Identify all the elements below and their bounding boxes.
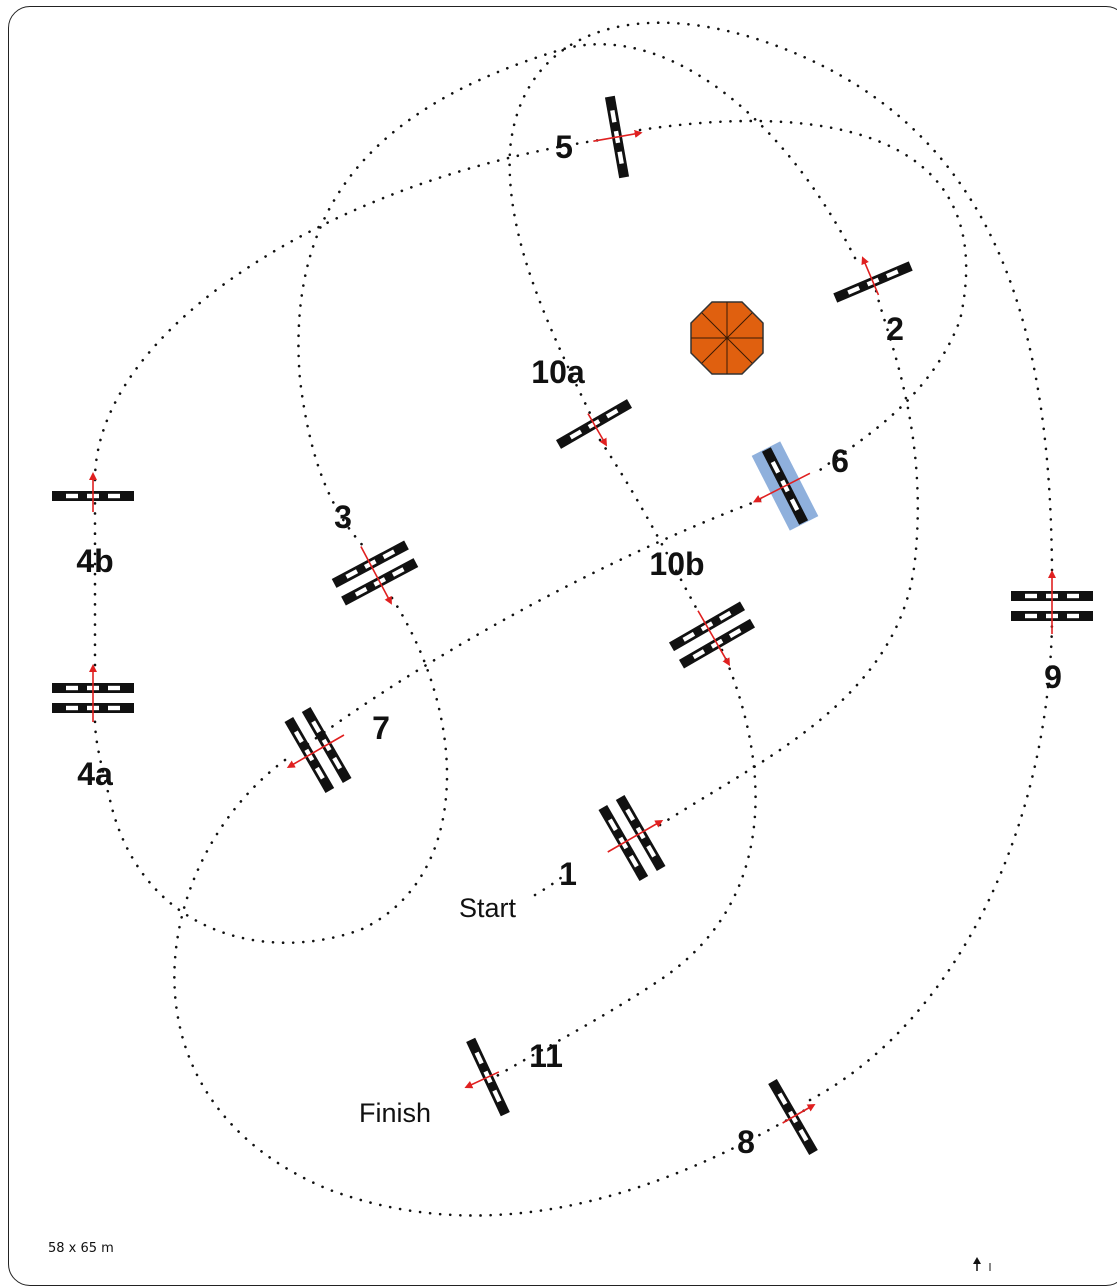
route-4b-to-5 [93,138,602,482]
route-7-to-8 [173,758,807,1217]
route-8-to-9 [808,618,1054,1102]
riding-route [93,21,1054,1217]
start-label: Start [459,893,517,923]
direction-arrow-icon [752,472,811,503]
obstacle-1 [587,785,682,887]
obstacle-label-7: 7 [372,710,390,746]
direction-arrow-icon [360,546,392,605]
direction-arrow-icon [861,256,880,296]
obstacle-10a [555,399,633,449]
north-arrow-icon [973,1257,991,1271]
direction-arrow-icon [464,1071,500,1089]
obstacle-2 [833,256,913,303]
route-1-to-2 [658,283,920,827]
obstacle-10b [662,590,764,685]
obstacle-label-10b: 10b [649,546,704,582]
obstacle-label-4b: 4b [76,543,113,579]
obstacle-5 [593,95,643,179]
obstacle-4a [52,664,134,722]
route-10b-to-11 [488,648,757,1082]
obstacle-7 [268,699,364,802]
obstacle-6 [751,441,819,531]
route-2-to-3 [297,43,857,550]
obstacle-label-3: 3 [334,499,352,535]
obstacle-label-6: 6 [831,443,849,479]
direction-arrow-icon [286,734,345,768]
route-3-to-4a [93,596,449,945]
route-6-to-7 [298,498,762,752]
direction-arrow-icon [697,610,730,667]
finish-label: Finish [359,1098,431,1128]
obstacle-label-9: 9 [1044,659,1062,695]
octagon-icon [690,301,764,375]
route-start-to-1 [533,868,572,897]
route-10a-to-10b [598,438,702,617]
direction-arrow-icon [587,413,607,447]
direction-arrow-icon [593,129,643,142]
obstacle-label-10a: 10a [531,354,585,390]
route-5-to-6 [638,119,968,472]
obstacle-label-4a: 4a [77,756,113,792]
obstacle-4b [52,472,134,512]
obstacle-label-2: 2 [886,311,904,347]
obstacle-11 [464,1037,510,1117]
direction-arrow-icon [607,820,664,853]
direction-arrow-icon [782,1104,816,1124]
obstacle-label-11: 11 [529,1038,563,1074]
obstacle-8 [768,1078,818,1156]
arena-size-label: 58 x 65 m [48,1241,114,1256]
obstacle-9 [1011,570,1093,634]
obstacle-3 [325,527,427,622]
obstacle-label-8: 8 [737,1124,755,1160]
obstacle-label-5: 5 [555,129,573,165]
obstacle-label-1: 1 [559,856,577,892]
